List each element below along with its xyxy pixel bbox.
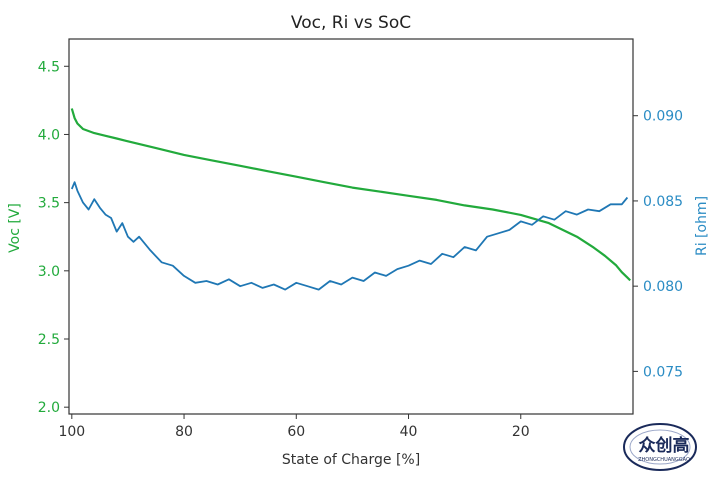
left-tick-label: 3.5: [38, 196, 60, 212]
left-y-axis: 2.0 2.5 3.0 3.5 4.0 4.5: [38, 59, 69, 416]
x-tick-label: 80: [175, 424, 193, 440]
chart-title: Voc, Ri vs SoC: [291, 13, 411, 33]
x-axis-label: State of Charge [%]: [282, 452, 420, 468]
x-tick-label: 20: [512, 424, 530, 440]
x-tick-label: 100: [58, 424, 85, 440]
right-y-axis: 0.075 0.080 0.085 0.090: [633, 109, 683, 380]
voc-series: [70, 108, 631, 282]
left-tick-label: 3.0: [38, 264, 60, 280]
left-tick-label: 2.0: [38, 400, 60, 416]
x-tick-label: 40: [400, 424, 418, 440]
y-axis-label-right: Ri [ohm]: [694, 196, 710, 256]
right-tick-label: 0.085: [643, 194, 683, 210]
left-tick-label: 2.5: [38, 332, 60, 348]
y-axis-label-left: Voc [V]: [7, 203, 23, 253]
plot-frame: [68, 38, 634, 415]
ri-series: [70, 181, 629, 291]
right-tick-label: 0.090: [643, 109, 683, 125]
watermark-subtext: ZHONGCHUANGGAO: [638, 457, 690, 463]
voc-line: [70, 108, 631, 282]
watermark-swoosh-icon: [623, 423, 697, 471]
x-tick-label: 60: [287, 424, 305, 440]
right-tick-label: 0.080: [643, 279, 683, 295]
ri-line: [70, 181, 629, 291]
x-axis: 100 80 60 40 20: [58, 414, 530, 440]
left-tick-label: 4.5: [38, 59, 60, 75]
left-tick-label: 4.0: [38, 127, 60, 143]
right-tick-label: 0.075: [643, 364, 683, 380]
watermark-text: 众创高: [639, 435, 690, 456]
watermark-logo: 众创高 ZHONGCHUANGGAO: [623, 423, 697, 471]
watermark-inner-swoosh: [629, 429, 691, 465]
